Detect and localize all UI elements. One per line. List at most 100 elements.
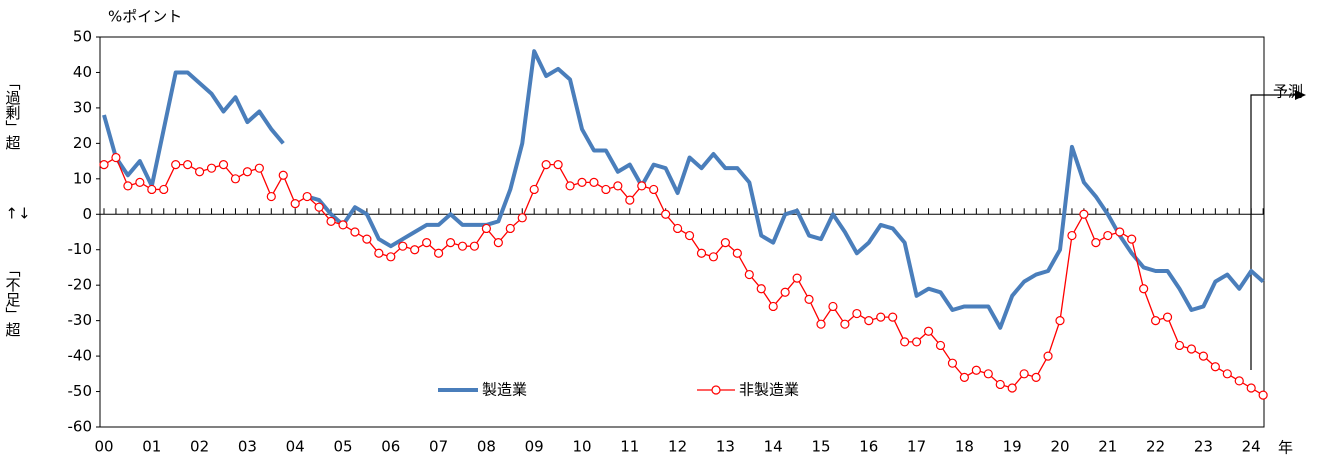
point-marker (804, 294, 814, 304)
point-marker (1091, 238, 1101, 248)
point-marker (1115, 227, 1125, 237)
legend-label: 非製造業 (739, 381, 799, 399)
point-marker (959, 372, 970, 382)
x-tick-label: 05 (333, 438, 352, 456)
x-tick-label: 00 (94, 438, 113, 456)
series-line (103, 156, 1264, 396)
forecast-line (1250, 94, 1296, 370)
point-marker (637, 181, 647, 191)
y-tick-label: -60 (68, 418, 93, 436)
x-tick-label: 03 (238, 438, 257, 456)
point-marker (923, 326, 934, 336)
point-marker (159, 184, 169, 195)
point-marker (983, 369, 993, 379)
point-marker (684, 230, 695, 241)
point-marker (99, 160, 109, 170)
point-marker (816, 319, 826, 329)
point-marker (601, 184, 611, 195)
point-marker (1162, 312, 1173, 322)
point-marker (350, 227, 360, 237)
point-marker (947, 358, 958, 368)
point-marker (290, 199, 300, 209)
point-marker (254, 163, 264, 173)
point-marker (649, 184, 659, 195)
point-marker (1079, 209, 1089, 219)
point-marker (398, 241, 408, 251)
point-marker (386, 252, 396, 262)
point-marker (792, 273, 802, 283)
x-tick-label: 06 (381, 438, 400, 456)
plot-frame (99, 36, 1265, 428)
point-marker (708, 252, 719, 262)
point-marker (1210, 362, 1220, 372)
y-tick-label: 20 (73, 134, 92, 152)
point-marker (852, 308, 862, 319)
y-unit: %ポイント (108, 8, 182, 26)
x-tick-label: 01 (142, 438, 161, 456)
point-marker (1174, 340, 1185, 351)
point-marker (326, 216, 336, 226)
y-label-bottom: 「不足」超 (4, 262, 22, 337)
point-marker (840, 319, 850, 329)
point-marker (445, 238, 456, 248)
point-marker (1222, 369, 1232, 379)
y-label-top: 「過剰」超 (4, 75, 22, 150)
x-tick-label: 02 (190, 438, 209, 456)
x-tick-label: 13 (716, 438, 735, 456)
point-marker (935, 340, 946, 351)
point-marker (553, 160, 563, 170)
y-tick-label: 0 (82, 205, 92, 223)
point-marker (1043, 351, 1053, 361)
forecast-arrowhead (1295, 90, 1306, 100)
point-marker (768, 301, 778, 312)
point-marker (362, 234, 372, 244)
x-tick-label: 10 (572, 438, 591, 456)
x-tick-label: 17 (907, 438, 926, 456)
point-marker (911, 337, 922, 347)
x-tick-label: 11 (620, 438, 639, 456)
y-tick-label: 10 (73, 169, 92, 187)
point-marker (1055, 316, 1065, 326)
x-tick-label: 22 (1146, 438, 1165, 456)
point-marker (374, 248, 384, 258)
y-tick-label: -50 (68, 382, 93, 400)
x-tick-label: 08 (477, 438, 496, 456)
point-marker (1186, 344, 1197, 354)
y-tick-label: 40 (73, 63, 92, 81)
point-marker (1246, 383, 1256, 393)
point-marker (1198, 351, 1209, 361)
x-tick-label: 09 (525, 438, 544, 456)
x-tick-label: 24 (1242, 438, 1261, 456)
point-marker (900, 337, 910, 347)
y-tick-label: -10 (68, 240, 93, 258)
point-marker (135, 177, 145, 187)
x-tick-label: 16 (859, 438, 878, 456)
point-marker (410, 245, 420, 255)
y-tick-label: 30 (73, 98, 92, 116)
point-marker (302, 191, 312, 202)
point-marker (529, 184, 539, 195)
point-marker (1139, 284, 1149, 294)
point-marker (1007, 383, 1017, 393)
point-marker (1031, 372, 1041, 382)
point-marker (720, 238, 731, 248)
point-marker (613, 181, 623, 191)
point-marker (505, 223, 515, 234)
point-marker (780, 287, 790, 297)
x-tick-label: 23 (1194, 438, 1213, 456)
point-marker (123, 181, 133, 191)
point-marker (517, 213, 527, 223)
arrow-glyph: ↑↓ (5, 205, 30, 223)
point-marker (541, 160, 551, 170)
x-tick-label: 20 (1050, 438, 1069, 456)
point-marker (481, 223, 491, 234)
y-tick-label: -30 (68, 311, 93, 329)
point-marker (230, 174, 241, 184)
point-marker (1127, 234, 1137, 244)
point-marker (732, 248, 742, 258)
point-marker (457, 241, 468, 251)
point-marker (206, 163, 217, 173)
point-marker (1103, 230, 1113, 241)
point-marker (888, 312, 898, 322)
